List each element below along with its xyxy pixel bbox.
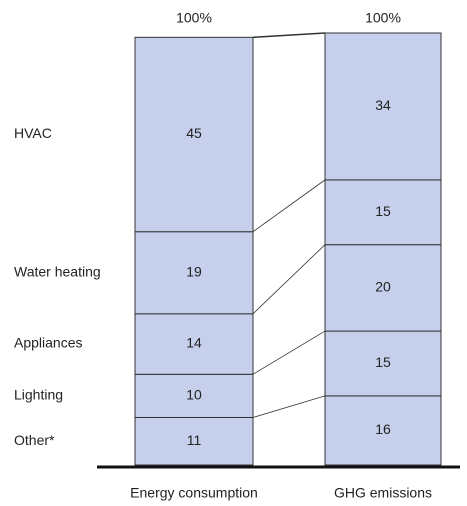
bar-segment (324, 32, 442, 181)
bar-segment (134, 231, 254, 315)
bar-segment (324, 330, 442, 397)
data-label: 11 (187, 432, 202, 448)
data-label: 34 (375, 97, 391, 113)
data-label: 10 (186, 387, 202, 403)
total-label: 100% (365, 10, 401, 26)
bar-segment (324, 179, 442, 246)
legend-label: Lighting (14, 387, 63, 403)
connector (252, 244, 326, 315)
legend-label: HVAC (14, 125, 52, 141)
legend-label: Water heating (14, 263, 101, 279)
bar-segment (324, 244, 442, 332)
connector (252, 330, 326, 375)
legend-label: Other* (14, 432, 55, 448)
connector (252, 395, 326, 418)
bar-segment (134, 36, 254, 233)
data-label: 19 (186, 263, 202, 279)
connector (252, 179, 326, 233)
data-label: 15 (375, 203, 391, 219)
data-label: 15 (375, 354, 391, 370)
bar-segment (134, 416, 254, 466)
connector (252, 32, 326, 39)
data-label: 16 (375, 421, 391, 437)
bar-segment (324, 395, 442, 466)
legend-label: Appliances (14, 335, 83, 351)
bar-segment (134, 373, 254, 418)
data-label: 20 (375, 279, 391, 295)
x-tick-label: GHG emissions (334, 485, 432, 501)
data-label: 45 (186, 125, 202, 141)
data-label: 14 (186, 335, 202, 351)
x-tick-label: Energy consumption (130, 485, 258, 501)
total-label: 100% (176, 10, 212, 26)
